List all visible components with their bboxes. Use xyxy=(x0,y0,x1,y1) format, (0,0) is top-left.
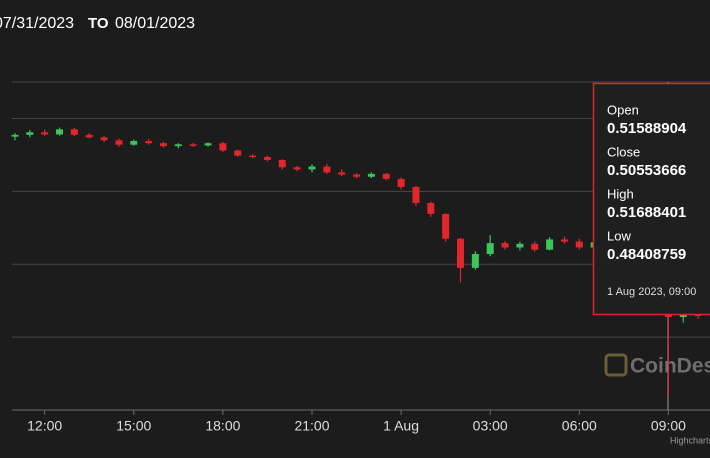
x-tick-label: 18:00 xyxy=(205,418,240,434)
x-tick-label: 15:00 xyxy=(116,418,151,434)
candle-body xyxy=(56,129,64,135)
tooltip-value: 0.51588904 xyxy=(607,120,687,137)
tooltip-box xyxy=(592,82,710,316)
x-tick-label: 06:00 xyxy=(562,418,597,434)
date-from: 07/31/2023 xyxy=(0,15,74,32)
candle-body xyxy=(159,143,167,147)
candle-body xyxy=(249,155,257,158)
x-tick-label: 12:00 xyxy=(27,418,62,434)
candle-body xyxy=(531,243,539,250)
tooltip-value: 0.50553666 xyxy=(607,162,686,179)
candle-body xyxy=(427,202,435,214)
candle-body xyxy=(278,159,286,168)
candle-body xyxy=(100,137,108,141)
x-tick-label: 21:00 xyxy=(294,418,329,434)
tooltip-label: Close xyxy=(607,144,640,159)
candle-body xyxy=(471,254,479,268)
candle-body xyxy=(560,239,568,242)
candle-body xyxy=(85,134,93,138)
watermark: CoinDesk xyxy=(604,353,710,378)
candle-body xyxy=(26,132,34,135)
candle-body xyxy=(516,243,524,248)
x-tick-label: 03:00 xyxy=(473,418,508,434)
candle-body xyxy=(323,166,331,173)
candle-body xyxy=(293,167,301,170)
tooltip: Open 0.51588904 Close 0.50553666 High 0.… xyxy=(592,82,710,316)
candle-body xyxy=(412,186,420,203)
candle-body xyxy=(501,243,509,248)
candle-body xyxy=(130,141,138,145)
candle-body xyxy=(457,238,465,268)
candle-body xyxy=(11,134,19,137)
candle-body xyxy=(115,140,123,145)
candle-body xyxy=(546,239,554,250)
candle-body xyxy=(189,144,197,146)
tooltip-label: High xyxy=(607,186,634,201)
candle-body xyxy=(353,174,361,177)
x-tick-label: 09:00 xyxy=(651,418,686,434)
candle-body xyxy=(70,129,78,135)
candle-body xyxy=(41,132,49,135)
tooltip-label: Open xyxy=(607,102,639,117)
candle-body xyxy=(442,213,450,239)
watermark-text: CoinDesk xyxy=(630,355,710,378)
candle-body xyxy=(486,243,494,255)
tooltip-value: 0.51688401 xyxy=(607,204,686,221)
date-to: 08/01/2023 xyxy=(115,15,195,32)
candle-body xyxy=(308,166,316,170)
credits: Highcharts.com xyxy=(670,435,710,445)
candle-body xyxy=(219,143,227,151)
candle-body xyxy=(397,178,405,187)
watermark-icon xyxy=(604,353,628,377)
candle-body xyxy=(174,144,182,147)
candle-body xyxy=(367,173,375,177)
candle-body xyxy=(338,172,346,175)
candle-body xyxy=(263,157,271,160)
candle-body xyxy=(145,141,153,144)
candle-body xyxy=(382,173,390,179)
date-to-label: TO xyxy=(88,15,109,32)
candle-body xyxy=(575,241,583,248)
candle-body xyxy=(694,314,702,317)
candle-body xyxy=(204,143,212,146)
tooltip-value: 0.48408759 xyxy=(607,246,686,263)
candle-body xyxy=(234,150,242,156)
candle-body xyxy=(679,314,687,318)
x-tick-label: 1 Aug xyxy=(383,418,419,434)
tooltip-label: Low xyxy=(607,228,631,243)
tooltip-date: 1 Aug 2023, 09:00 xyxy=(607,286,696,298)
